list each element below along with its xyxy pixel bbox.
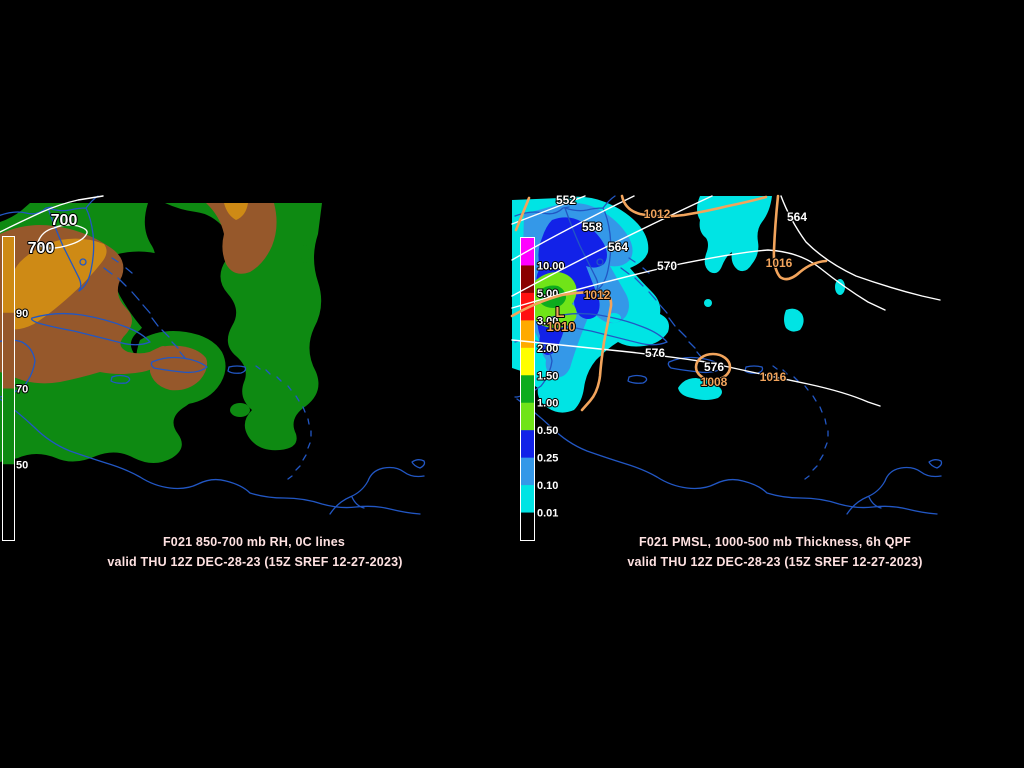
thickness-552-line <box>511 195 586 225</box>
colorbar-tick-label: 10.00 <box>537 260 565 272</box>
zero-c-contours <box>0 195 104 249</box>
low-center-marker: L <box>555 304 564 321</box>
left-panel-rh-map: 90 70 50 700 700 F021 850-700 mb RH, 0C li… <box>0 195 426 569</box>
zero-c-line <box>0 195 104 233</box>
colorbar-tick-label: 3.00 <box>537 315 558 327</box>
qpf-cyan-speck-5 <box>636 296 646 304</box>
isobar-1012-trough <box>510 291 613 412</box>
rh-region-orange-east-cap <box>224 203 248 220</box>
rh-green-islet-antilles <box>301 245 309 263</box>
isobar-1008-closed-low <box>694 352 732 382</box>
thickness-label-564-east: 564 <box>787 210 807 224</box>
qpf-cyan-hispaniola <box>678 378 722 400</box>
rh-region-orange-florida <box>6 238 107 330</box>
pmsl-isobars <box>510 194 828 412</box>
rh-filled-regions <box>0 203 322 463</box>
colorbar-tick-label: 0.01 <box>537 508 558 520</box>
right-title-line1: F021 PMSL, 1000-500 mb Thickness, 6h QPF <box>639 535 911 549</box>
colorbar-segment <box>521 375 534 404</box>
colorbar-segment <box>521 347 534 376</box>
colorbar-segment <box>521 320 534 349</box>
isobar-1016-northeast <box>772 194 828 281</box>
qpf-cyan-speck-4 <box>586 348 602 358</box>
thickness-label-576-low: 576 <box>704 360 724 374</box>
thickness-label-558: 558 <box>582 220 602 234</box>
thickness-564-line-west <box>511 195 713 297</box>
colorbar-segment <box>521 265 534 294</box>
colorbar-segment <box>521 430 534 459</box>
qpf-cyan-atlantic <box>697 196 772 274</box>
colorbar-segment <box>521 485 534 514</box>
colorbar-segment <box>521 402 534 431</box>
rh-dry-hole-black <box>106 251 208 350</box>
colorbar-tick-label: 0.50 <box>537 425 558 437</box>
pressure-label-1010: 1010 <box>547 319 576 334</box>
isobar-1012-north <box>620 194 768 218</box>
right-title-line2: valid THU 12Z DEC-28-23 (15Z SREF 12-27-… <box>627 555 922 569</box>
left-title-line2: valid THU 12Z DEC-28-23 (15Z SREF 12-27-… <box>107 555 402 569</box>
colorbar-segment <box>521 512 534 541</box>
rh-region-brown-east <box>206 203 277 274</box>
colorbar-tick-label: 2.00 <box>537 343 558 355</box>
colorbar-segment <box>3 464 14 541</box>
colorbar-tick-label: 1.50 <box>537 370 558 382</box>
thickness-label-570: 570 <box>657 259 677 273</box>
thickness-570-line <box>511 249 886 311</box>
pressure-label-1008: 1008 <box>701 375 728 389</box>
pressure-label-1012-west: 1012 <box>584 288 611 302</box>
qpf-cyan-patch-ne <box>784 308 804 332</box>
colorbar-border <box>2 236 15 541</box>
colorbar-tick-label: 70 <box>16 384 28 396</box>
right-panel-qpf-map: 10.005.003.002.001.501.000.500.250.100.0… <box>510 192 943 569</box>
isobar-segment-nw <box>514 196 531 232</box>
thickness-576-line <box>511 339 881 407</box>
rh-green-islet <box>230 403 250 417</box>
right-colorbar: 10.005.003.002.001.501.000.500.250.100.0… <box>520 237 566 541</box>
thickness-label-552: 552 <box>556 193 576 207</box>
colorbar-tick-label: 90 <box>16 308 28 320</box>
thickness-contours <box>511 195 941 407</box>
pressure-label-1012-north: 1012 <box>644 207 671 221</box>
colorbar-segment <box>521 238 534 266</box>
thickness-label-564-west: 564 <box>608 240 628 254</box>
pressure-label-1016-southeast: 1016 <box>760 370 787 384</box>
colorbar-tick-label: 1.00 <box>537 398 558 410</box>
zero-c-label-1: 700 <box>51 212 78 229</box>
colorbar-tick-label: 0.10 <box>537 480 558 492</box>
zero-c-closed-loop <box>37 224 88 249</box>
thickness-label-576-west: 576 <box>645 346 665 360</box>
left-colorbar: 90 70 50 <box>2 236 29 541</box>
thickness-564-line-east <box>780 195 941 301</box>
left-title-line1: F021 850-700 mb RH, 0C lines <box>163 535 345 549</box>
qpf-cyan-speck-3 <box>621 325 639 337</box>
colorbar-segment <box>3 388 14 465</box>
colorbar-border <box>520 237 535 541</box>
qpf-cyan-speck-1 <box>835 279 845 295</box>
colorbar-segment <box>521 457 534 486</box>
rh-region-green-east <box>165 203 322 451</box>
thickness-558-line <box>511 195 635 261</box>
colorbar-segment <box>3 237 14 314</box>
pressure-label-1016-northeast: 1016 <box>766 256 793 270</box>
colorbar-tick-label: 50 <box>16 459 28 471</box>
colorbar-segment <box>3 312 14 389</box>
colorbar-tick-label: 0.25 <box>537 453 558 465</box>
qpf-cyan-speck-6 <box>704 299 712 307</box>
zero-c-label-2: 700 <box>28 240 55 257</box>
rh-region-brown-hispaniola <box>150 345 208 391</box>
